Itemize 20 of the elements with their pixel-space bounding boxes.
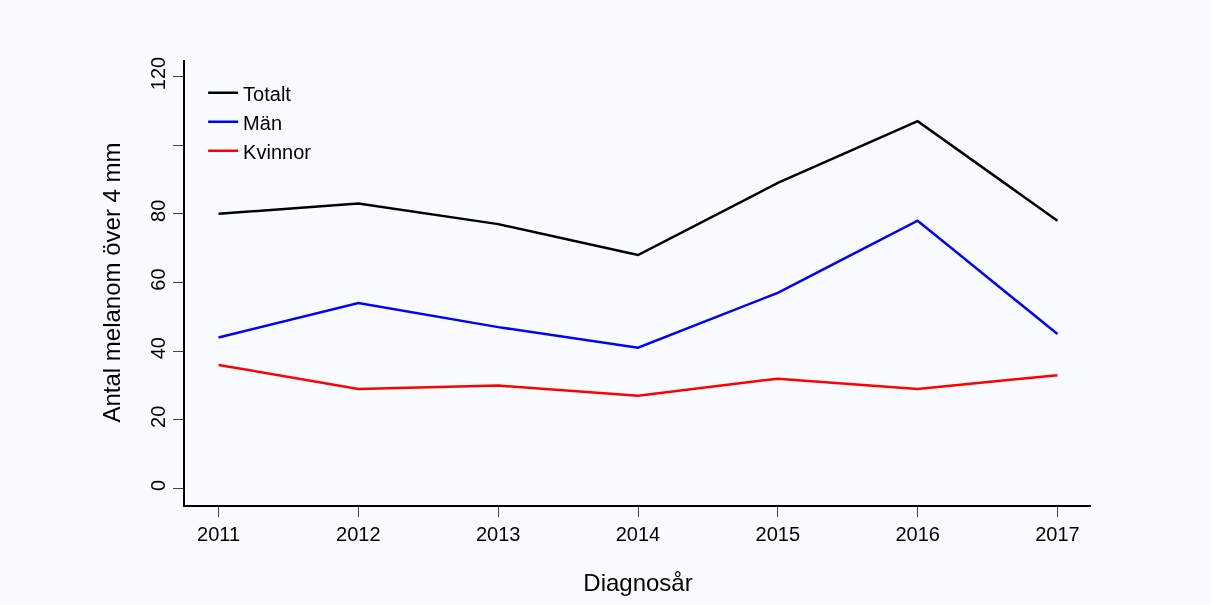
line-series xyxy=(217,363,1059,398)
y-tick-label: 0 xyxy=(147,479,170,492)
legend-label: Kvinnor xyxy=(243,140,312,163)
y-tick-label: 40 xyxy=(147,337,170,360)
y-tick-label: 20 xyxy=(147,405,170,428)
y-tick-label: 60 xyxy=(147,268,170,291)
x-tick-label: 2014 xyxy=(615,522,661,545)
x-tick-label: 2016 xyxy=(895,522,940,545)
x-axis-title: Diagnosår xyxy=(583,568,693,596)
x-tick-label: 2011 xyxy=(197,522,241,545)
line-series xyxy=(217,219,1059,349)
y-tick-label: 120 xyxy=(147,56,170,91)
y-axis-title: Antal melanom över 4 mm xyxy=(97,142,125,423)
x-tick-label: 2013 xyxy=(475,522,521,545)
x-tick-label: 2012 xyxy=(336,522,381,545)
x-tick-label: 2017 xyxy=(1035,522,1080,545)
legend-label: Män xyxy=(243,111,283,134)
y-tick-label: 80 xyxy=(147,199,170,222)
legend-label: Totalt xyxy=(243,82,292,105)
x-tick-label: 2015 xyxy=(755,522,801,545)
